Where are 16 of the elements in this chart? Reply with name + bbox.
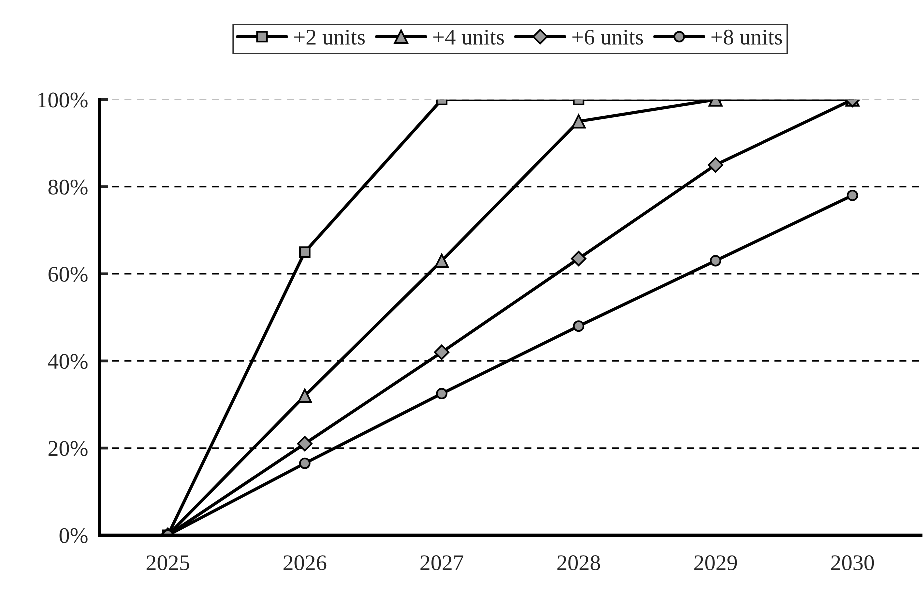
x-tick-label: 2025 <box>146 556 190 571</box>
y-tick-label: 0% <box>60 528 88 544</box>
legend-label: +4 units <box>434 30 504 45</box>
legend-label: +6 units <box>572 30 644 45</box>
x-tick-label: 2029 <box>694 556 738 571</box>
y-tick-label: 60% <box>48 266 88 282</box>
x-tick-label: 2027 <box>420 556 464 571</box>
y-tick-label: 20% <box>48 441 88 456</box>
x-tick-label: 2026 <box>284 556 327 571</box>
y-tick-label: 100% <box>38 92 88 108</box>
y-tick-label: 80% <box>48 180 88 195</box>
legend-label: +8 units <box>712 30 782 45</box>
x-tick-label: 2028 <box>558 556 600 571</box>
y-tick-label: 40% <box>48 354 88 370</box>
x-tick-label: 2030 <box>831 556 874 571</box>
legend-label: +2 units <box>294 30 365 45</box>
